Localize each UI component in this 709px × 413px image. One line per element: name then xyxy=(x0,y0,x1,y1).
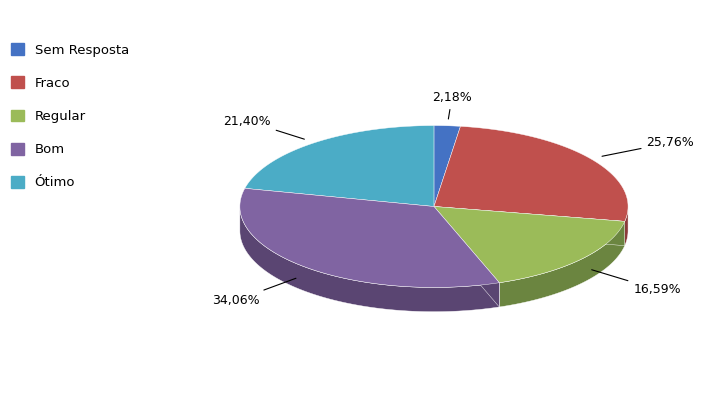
Text: 16,59%: 16,59% xyxy=(592,270,681,296)
Polygon shape xyxy=(625,207,628,246)
Polygon shape xyxy=(434,206,625,246)
Polygon shape xyxy=(245,126,434,206)
Polygon shape xyxy=(240,207,499,312)
Legend: Sem Resposta, Fraco, Regular, Bom, Ótimo: Sem Resposta, Fraco, Regular, Bom, Ótimo xyxy=(11,43,129,190)
Text: 25,76%: 25,76% xyxy=(602,136,694,156)
Text: 21,40%: 21,40% xyxy=(223,114,304,139)
Polygon shape xyxy=(434,126,628,221)
Text: 2,18%: 2,18% xyxy=(432,91,471,119)
Polygon shape xyxy=(434,206,499,307)
Polygon shape xyxy=(434,206,499,307)
Polygon shape xyxy=(434,206,625,283)
Polygon shape xyxy=(499,221,625,307)
Polygon shape xyxy=(434,126,460,206)
Polygon shape xyxy=(240,188,499,287)
Polygon shape xyxy=(434,206,625,246)
Text: 34,06%: 34,06% xyxy=(212,278,296,307)
